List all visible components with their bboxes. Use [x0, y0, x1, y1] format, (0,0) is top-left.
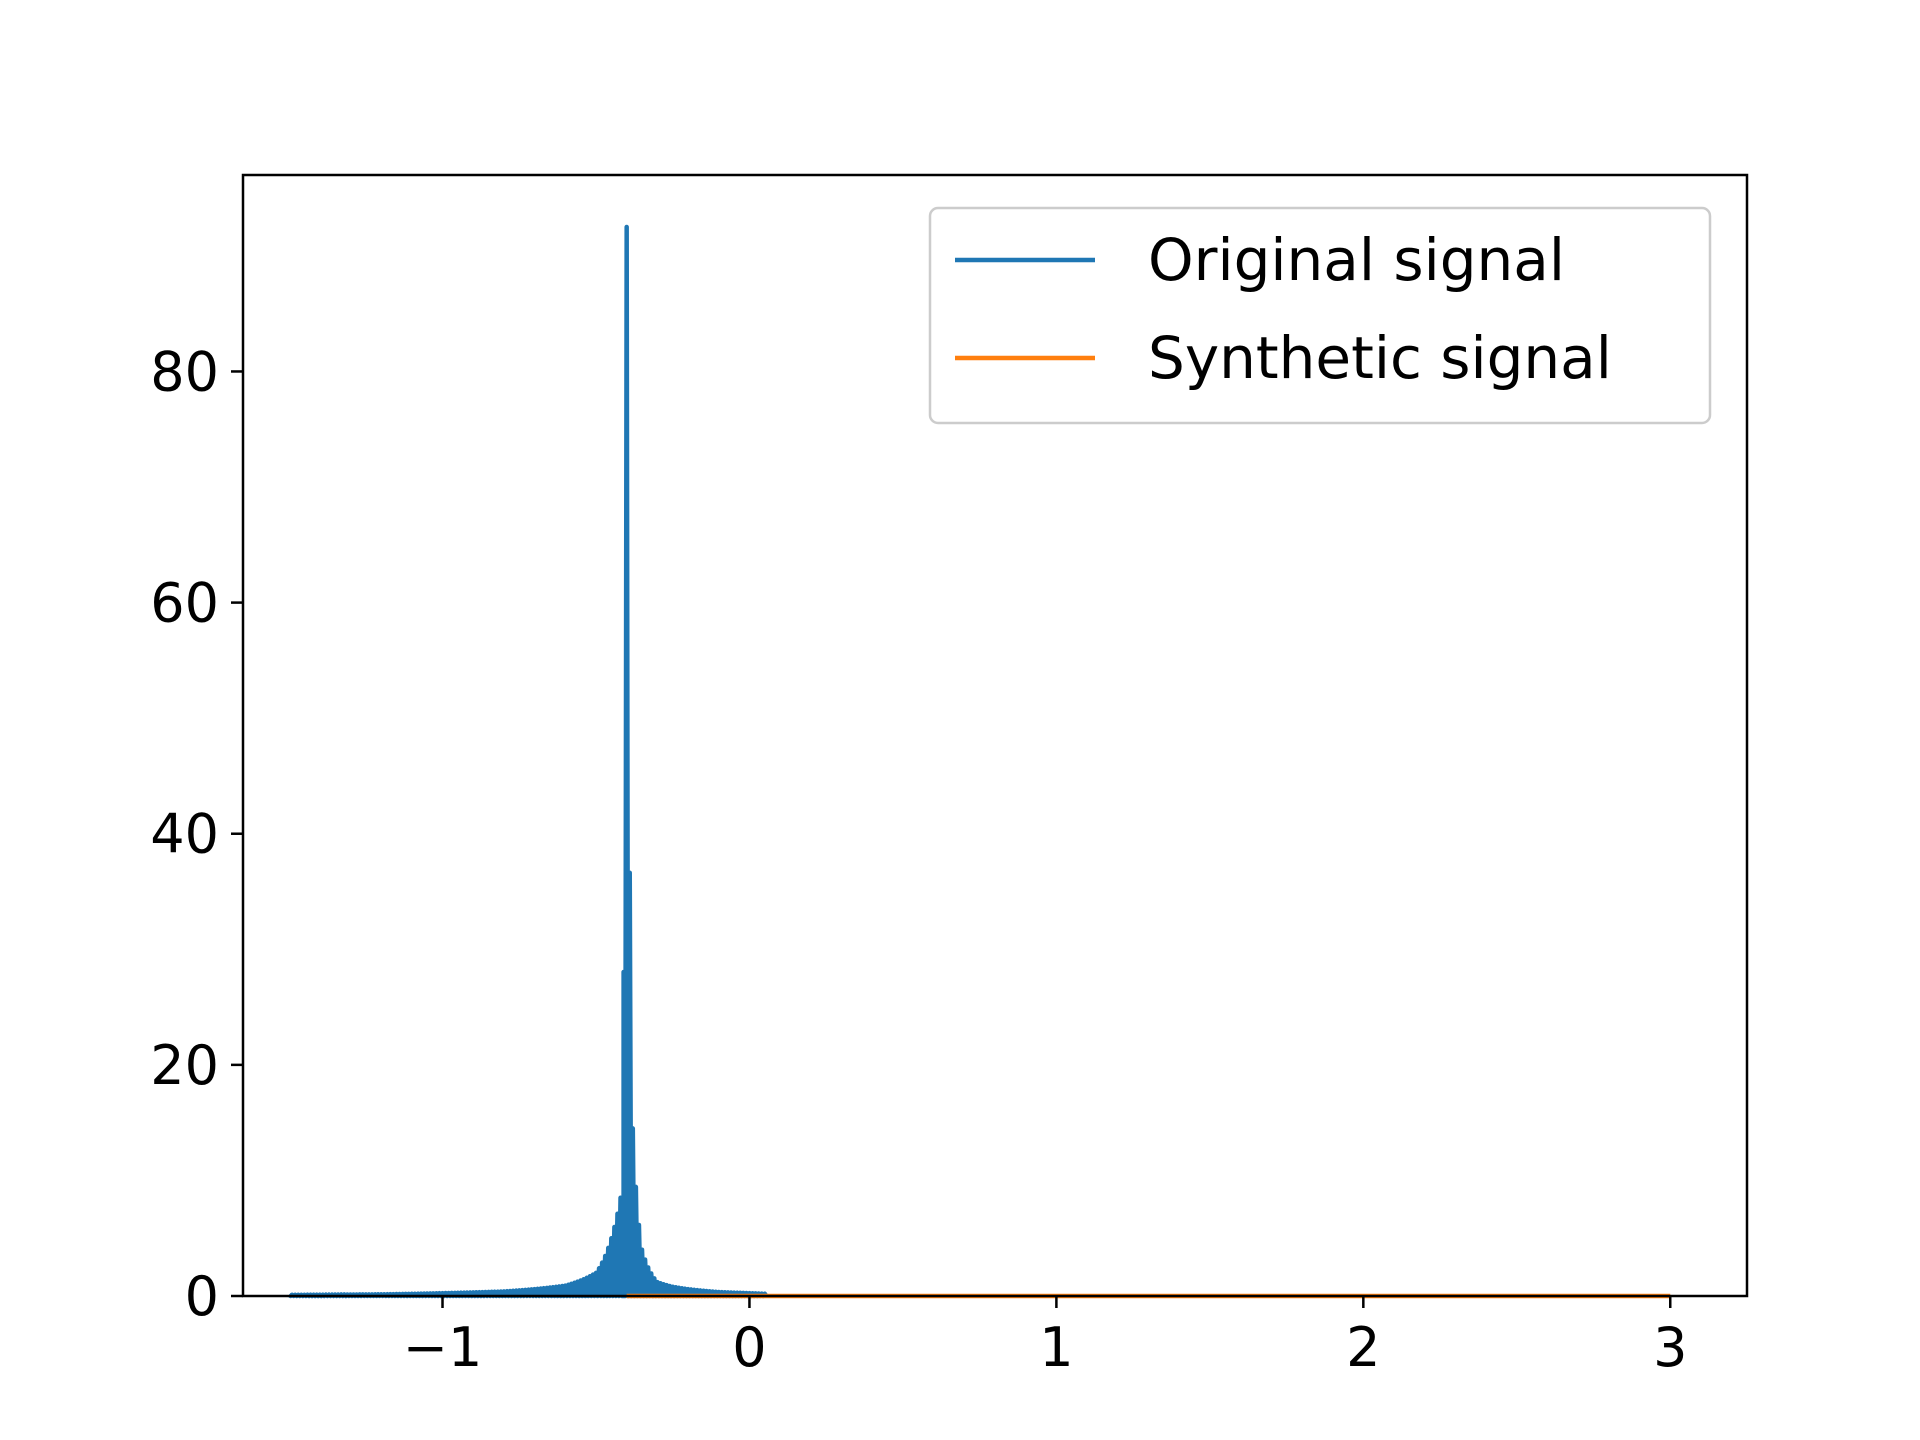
- legend: Original signal Synthetic signal: [928, 206, 1712, 425]
- ticks-layer: −1 0 1 2 3 0 20 40 60 80: [150, 340, 1687, 1379]
- x-tick-label: 0: [732, 1316, 766, 1379]
- y-tick-label: 80: [150, 340, 219, 403]
- y-tick-label: 20: [150, 1034, 219, 1097]
- x-tick-label: 2: [1346, 1316, 1380, 1379]
- y-tick-label: 60: [150, 572, 219, 635]
- x-tick-label: −1: [403, 1316, 483, 1379]
- axes-frame: [241, 173, 1749, 1298]
- x-tick-label: 1: [1039, 1316, 1073, 1379]
- y-tick-label: 40: [150, 803, 219, 866]
- legend-box: [928, 206, 1712, 425]
- legend-label-synthetic-signal: Synthetic signal: [1148, 324, 1612, 392]
- legend-label-original-signal: Original signal: [1148, 226, 1565, 294]
- x-tick-label: 3: [1653, 1316, 1687, 1379]
- y-tick-label: 0: [185, 1265, 219, 1328]
